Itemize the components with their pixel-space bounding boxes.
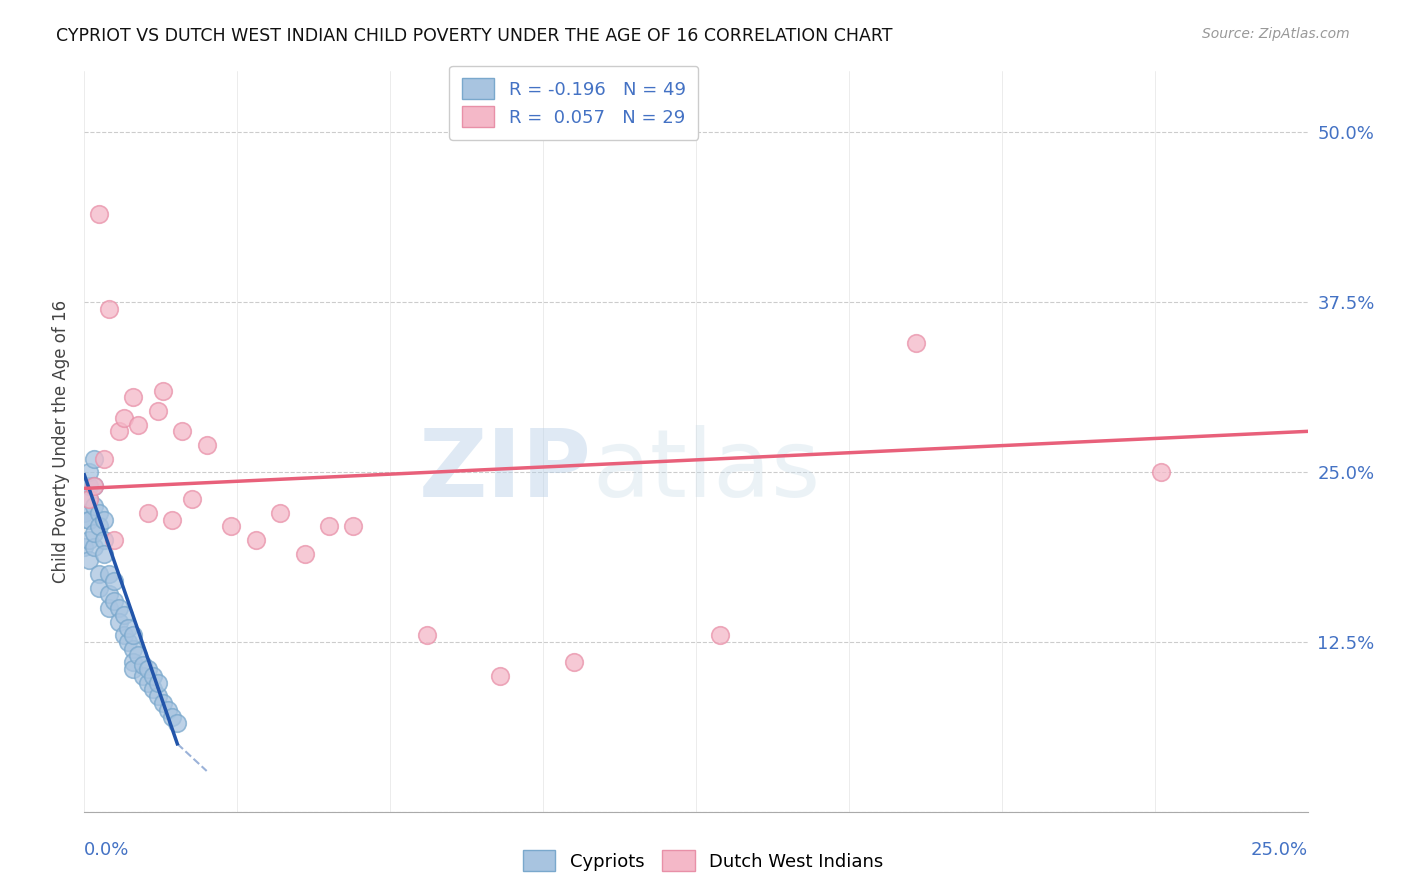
Point — [93, 451, 115, 466]
Point — [181, 492, 204, 507]
Point — [166, 716, 188, 731]
Point — [156, 703, 179, 717]
Point — [77, 513, 100, 527]
Point — [87, 566, 110, 581]
Point — [103, 533, 125, 547]
Point — [1150, 465, 1173, 479]
Text: 0.0%: 0.0% — [84, 841, 129, 859]
Point — [122, 655, 145, 669]
Point — [136, 675, 159, 690]
Point — [152, 384, 174, 398]
Point — [107, 601, 129, 615]
Point — [142, 682, 165, 697]
Point — [136, 662, 159, 676]
Text: Source: ZipAtlas.com: Source: ZipAtlas.com — [1202, 27, 1350, 41]
Legend: R = -0.196   N = 49, R =  0.057   N = 29: R = -0.196 N = 49, R = 0.057 N = 29 — [449, 66, 699, 140]
Point — [77, 533, 100, 547]
Point — [562, 655, 585, 669]
Point — [77, 492, 100, 507]
Point — [103, 594, 125, 608]
Point — [77, 553, 100, 567]
Point — [93, 547, 115, 561]
Point — [318, 519, 340, 533]
Point — [77, 478, 100, 492]
Point — [93, 533, 115, 547]
Point — [146, 675, 169, 690]
Point — [83, 451, 105, 466]
Point — [122, 391, 145, 405]
Point — [132, 658, 155, 673]
Point — [117, 621, 139, 635]
Point — [162, 709, 184, 723]
Point — [269, 506, 291, 520]
Point — [162, 513, 184, 527]
Point — [416, 628, 439, 642]
Point — [142, 669, 165, 683]
Point — [83, 499, 105, 513]
Point — [83, 540, 105, 554]
Point — [107, 425, 129, 439]
Point — [294, 547, 316, 561]
Point — [77, 513, 100, 527]
Point — [127, 417, 149, 432]
Point — [489, 669, 512, 683]
Text: ZIP: ZIP — [419, 425, 592, 517]
Point — [195, 438, 218, 452]
Text: CYPRIOT VS DUTCH WEST INDIAN CHILD POVERTY UNDER THE AGE OF 16 CORRELATION CHART: CYPRIOT VS DUTCH WEST INDIAN CHILD POVER… — [56, 27, 893, 45]
Point — [112, 410, 135, 425]
Point — [122, 628, 145, 642]
Point — [107, 615, 129, 629]
Point — [112, 607, 135, 622]
Text: atlas: atlas — [592, 425, 820, 517]
Point — [87, 207, 110, 221]
Point — [146, 404, 169, 418]
Point — [117, 635, 139, 649]
Point — [97, 302, 120, 317]
Point — [709, 628, 731, 642]
Point — [905, 336, 928, 351]
Point — [97, 601, 120, 615]
Point — [103, 574, 125, 588]
Point — [122, 641, 145, 656]
Point — [97, 566, 120, 581]
Point — [87, 519, 110, 533]
Y-axis label: Child Poverty Under the Age of 16: Child Poverty Under the Age of 16 — [52, 300, 70, 583]
Point — [87, 581, 110, 595]
Point — [83, 478, 105, 492]
Text: 25.0%: 25.0% — [1250, 841, 1308, 859]
Point — [127, 648, 149, 663]
Point — [87, 506, 110, 520]
Legend: Cypriots, Dutch West Indians: Cypriots, Dutch West Indians — [516, 843, 890, 879]
Point — [136, 506, 159, 520]
Point — [342, 519, 364, 533]
Point — [77, 465, 100, 479]
Point — [73, 506, 96, 520]
Point — [93, 513, 115, 527]
Point — [132, 669, 155, 683]
Point — [83, 478, 105, 492]
Point — [146, 690, 169, 704]
Point — [112, 628, 135, 642]
Point — [152, 696, 174, 710]
Point — [73, 540, 96, 554]
Point — [122, 662, 145, 676]
Point — [245, 533, 267, 547]
Point — [83, 526, 105, 541]
Point — [97, 587, 120, 601]
Point — [219, 519, 242, 533]
Point — [172, 425, 194, 439]
Point — [77, 492, 100, 507]
